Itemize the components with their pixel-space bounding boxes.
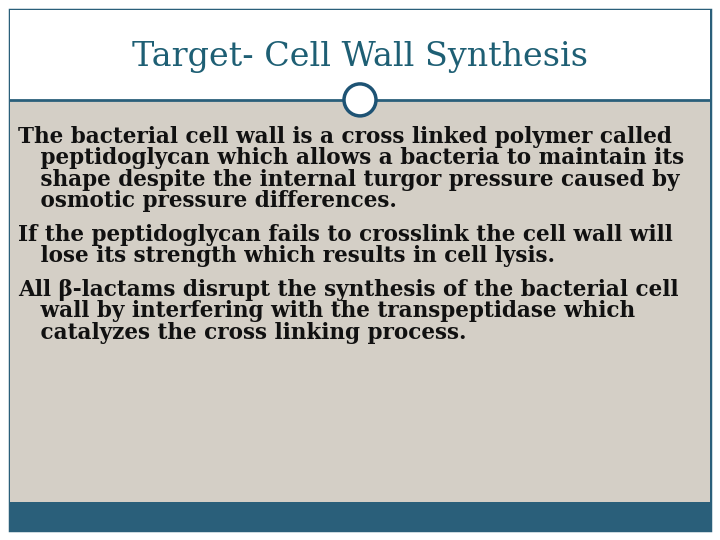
Text: catalyzes the cross linking process.: catalyzes the cross linking process. bbox=[18, 321, 467, 343]
Text: osmotic pressure differences.: osmotic pressure differences. bbox=[18, 191, 397, 212]
FancyBboxPatch shape bbox=[10, 10, 710, 100]
Text: lose its strength which results in cell lysis.: lose its strength which results in cell … bbox=[18, 245, 555, 267]
Text: Target- Cell Wall Synthesis: Target- Cell Wall Synthesis bbox=[132, 40, 588, 73]
Text: The bacterial cell wall is a cross linked polymer called: The bacterial cell wall is a cross linke… bbox=[18, 126, 672, 148]
FancyBboxPatch shape bbox=[10, 10, 710, 530]
Text: If the peptidoglycan fails to crosslink the cell wall will: If the peptidoglycan fails to crosslink … bbox=[18, 224, 672, 246]
FancyBboxPatch shape bbox=[10, 100, 710, 502]
Text: All β-lactams disrupt the synthesis of the bacterial cell: All β-lactams disrupt the synthesis of t… bbox=[18, 279, 678, 301]
Text: shape despite the internal turgor pressure caused by: shape despite the internal turgor pressu… bbox=[18, 169, 680, 191]
Circle shape bbox=[344, 84, 376, 116]
Text: wall by interfering with the transpeptidase which: wall by interfering with the transpeptid… bbox=[18, 300, 635, 322]
FancyBboxPatch shape bbox=[10, 502, 710, 530]
Text: peptidoglycan which allows a bacteria to maintain its: peptidoglycan which allows a bacteria to… bbox=[18, 147, 684, 170]
